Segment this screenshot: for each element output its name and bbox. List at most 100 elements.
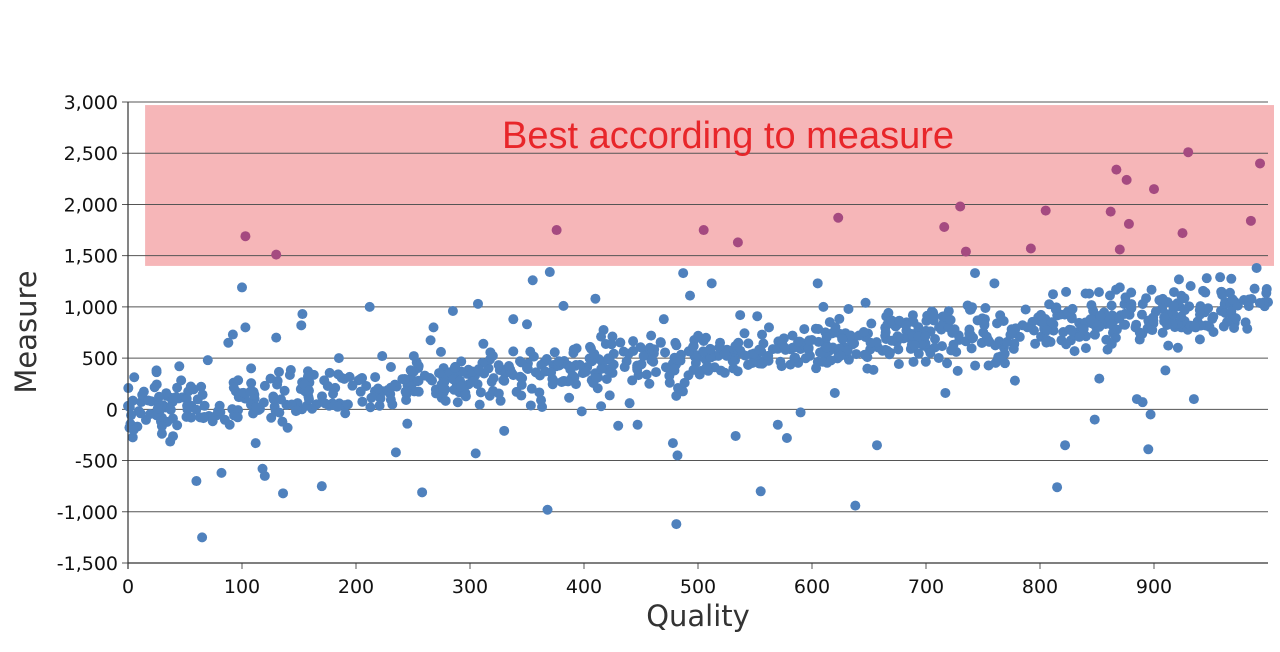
highlight-point [1255,158,1266,169]
data-point [859,349,870,360]
outlier-point [850,500,861,511]
x-tick-label: 300 [452,576,488,598]
data-point [1089,329,1100,340]
outlier-point [191,476,202,487]
data-point [405,365,416,376]
y-tick-label: 1,500 [64,246,118,268]
data-point [1173,274,1184,285]
data-point [320,398,331,409]
data-point [357,396,368,407]
data-point [1120,308,1131,319]
data-point [549,347,560,358]
data-point [1030,338,1041,349]
data-point [1194,334,1205,345]
data-point [1078,324,1089,335]
outlier-point [151,365,162,376]
x-tick-label: 900 [1136,576,1172,598]
data-point [664,370,675,381]
outlier-point [1137,397,1148,408]
data-point [268,394,279,405]
data-point [655,337,666,348]
data-point [866,318,877,329]
y-tick-label: 500 [82,348,118,370]
data-point [754,344,765,355]
data-point [740,350,751,361]
data-point [884,347,895,358]
data-point [970,360,981,371]
highlight-point [955,201,966,212]
data-point [564,392,575,403]
data-point [1226,306,1237,317]
outlier-point [730,430,741,441]
data-point [865,337,876,348]
highlight-point [1025,243,1036,254]
data-point [763,322,774,333]
data-point [908,356,919,367]
data-point [186,412,197,423]
data-point [837,333,848,344]
data-point [1041,337,1052,348]
data-point [1249,283,1260,294]
x-tick-label: 500 [680,576,716,598]
data-point [1014,331,1025,342]
data-point [670,337,681,348]
outlier-point [871,440,882,451]
data-point [138,386,149,397]
outlier-point [624,398,635,409]
data-point [787,330,798,341]
data-point [431,388,442,399]
data-point [156,428,167,439]
x-tick-label: 800 [1022,576,1058,598]
outlier-point [297,309,308,320]
data-point [127,395,138,406]
data-point [228,382,239,393]
data-point [1134,334,1145,345]
highlight-point [698,225,709,236]
data-point [635,342,646,353]
data-point [435,346,446,357]
data-point [845,330,856,341]
outlier-point [940,387,951,398]
data-point [949,324,960,335]
data-point [474,399,485,410]
data-point [273,366,284,377]
data-point [813,323,824,334]
outlier-point [795,407,806,418]
outlier-point [223,337,234,348]
outlier-point [128,424,139,435]
data-point [1168,300,1179,311]
data-point [627,375,638,386]
data-point [965,329,976,340]
data-point [534,387,545,398]
data-point [615,337,626,348]
outlier-point [472,298,483,309]
data-point [1002,337,1013,348]
x-axis-title: Quality [646,599,750,633]
data-point [1229,322,1240,333]
outlier-point [781,433,792,444]
data-point [646,355,657,366]
data-point [1246,294,1257,305]
outlier-point [259,470,270,481]
data-point [925,348,936,359]
outlier-point [818,301,829,312]
data-point [143,395,154,406]
data-point [1020,304,1031,315]
data-point [233,405,244,416]
data-point [646,330,657,341]
data-point [258,397,269,408]
y-tick-label: 3,000 [64,92,118,114]
data-point [776,361,787,372]
data-point [246,378,257,389]
x-tick-label: 0 [122,576,134,598]
data-point [197,389,208,400]
data-point [1201,273,1212,284]
data-point [834,313,845,324]
data-point [303,394,314,405]
data-point [1147,325,1158,336]
outlier-point [1114,282,1125,293]
data-point [743,359,754,370]
data-point [700,332,711,343]
outlier-point [1251,262,1262,273]
highlight-point [939,221,950,232]
